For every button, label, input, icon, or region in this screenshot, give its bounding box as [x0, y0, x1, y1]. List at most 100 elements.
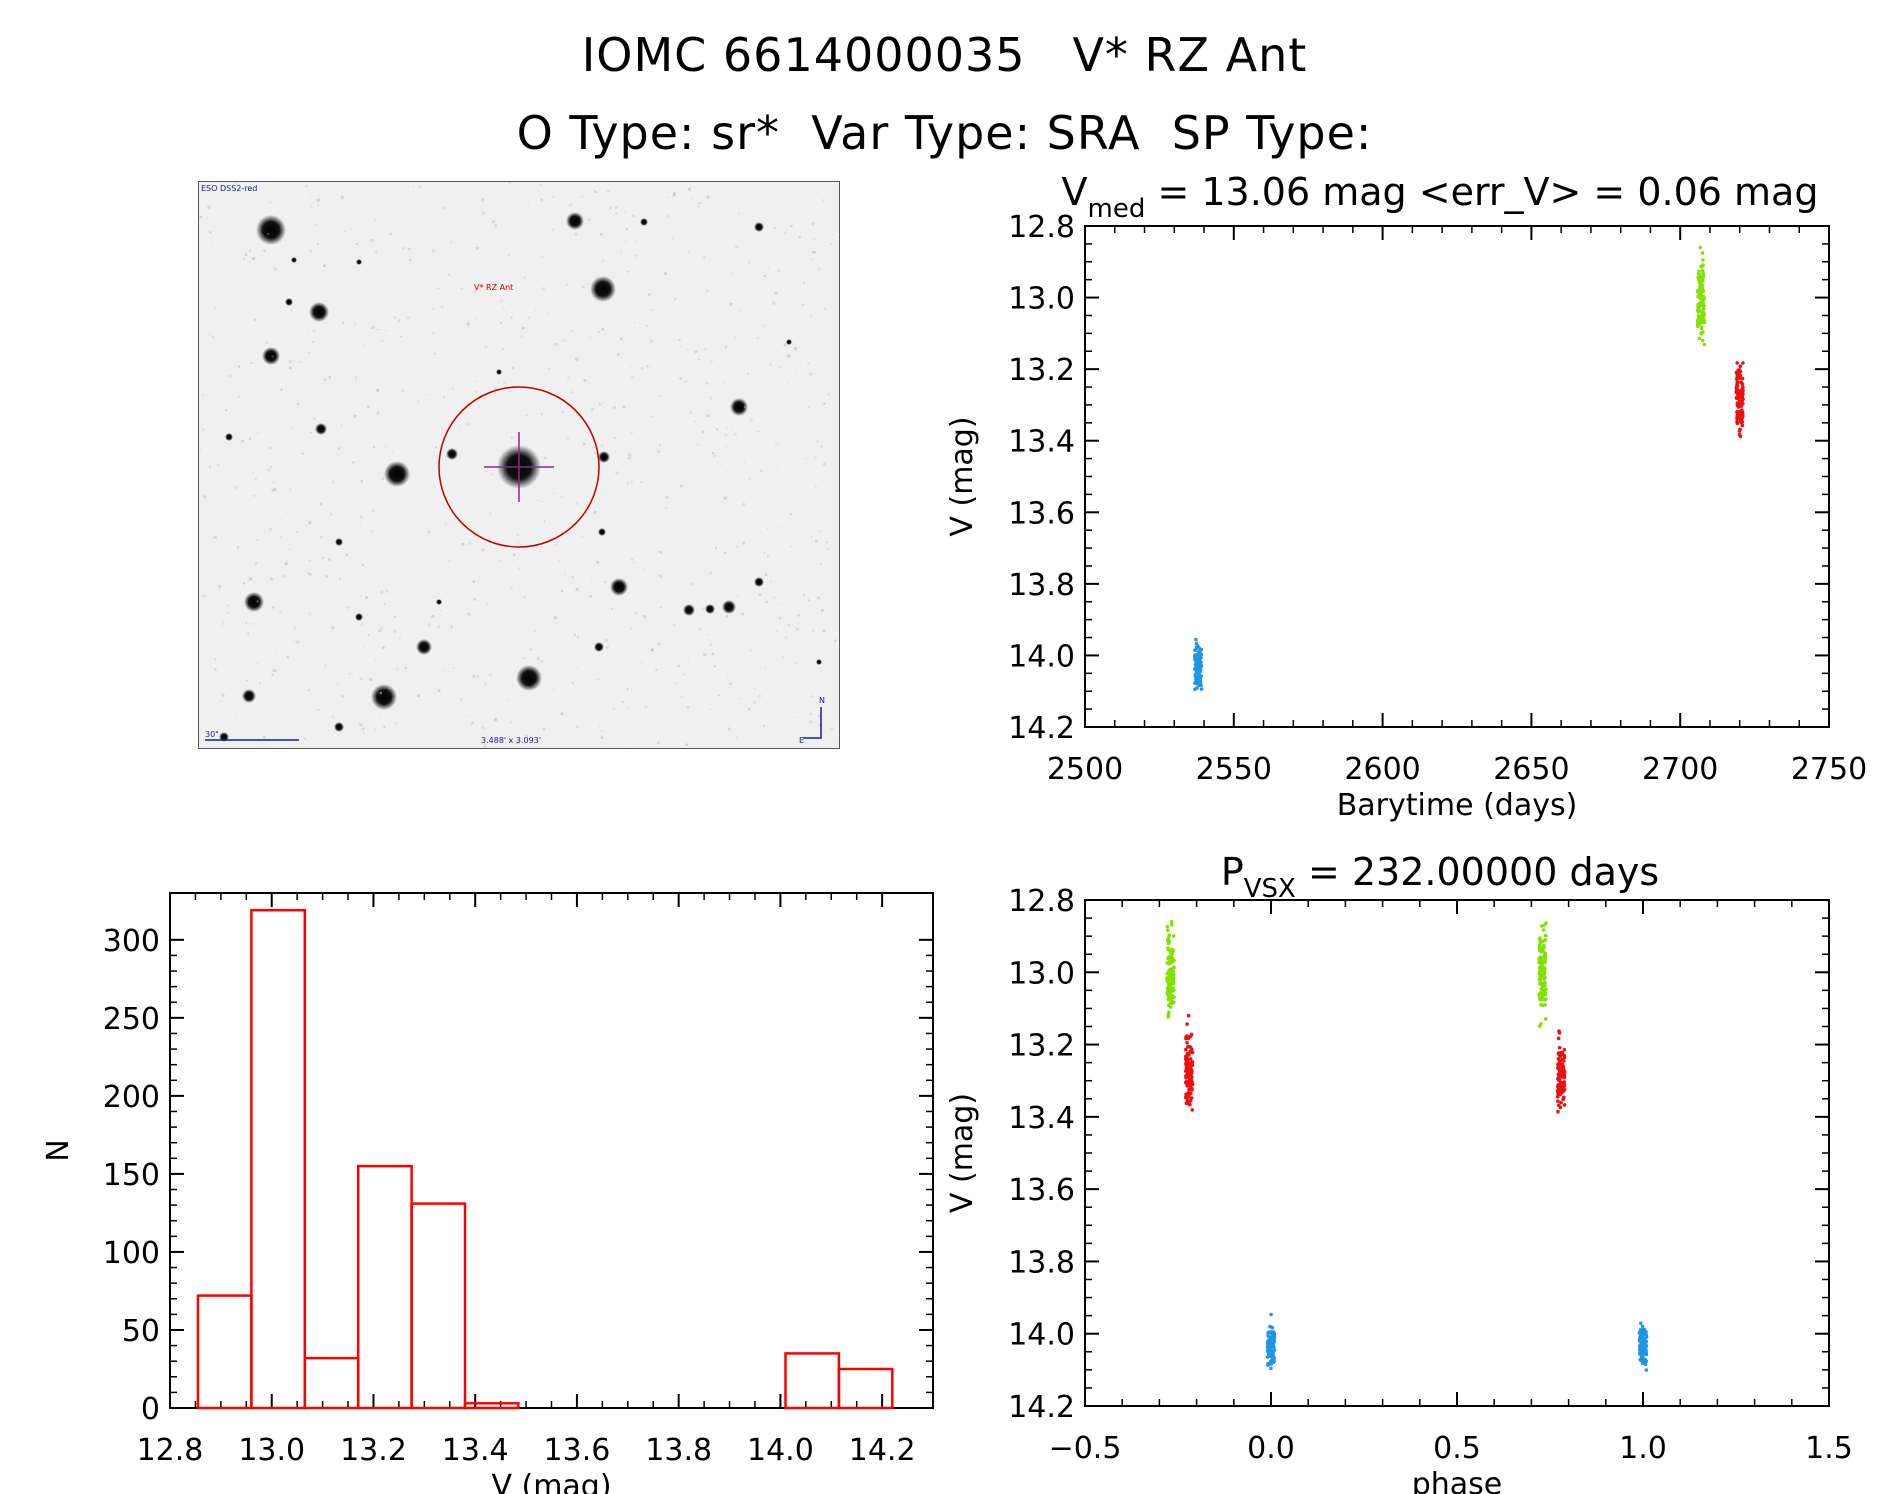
noise-speck: [589, 336, 592, 339]
noise-speck: [624, 211, 626, 213]
noise-speck: [360, 622, 364, 626]
y-tick-label: 150: [103, 1158, 160, 1193]
x-axis-label: phase: [1412, 1467, 1503, 1494]
noise-speck: [830, 243, 832, 245]
noise-speck: [734, 432, 737, 436]
noise-speck: [709, 643, 712, 646]
x-tick-label: 2700: [1642, 752, 1718, 787]
chart-title-subscript: VSX: [1244, 874, 1296, 904]
data-point-group: [1193, 637, 1204, 692]
noise-speck: [214, 658, 217, 661]
noise-speck: [382, 329, 384, 331]
noise-speck: [804, 457, 807, 460]
data-point: [1167, 940, 1172, 944]
data-point: [1697, 304, 1702, 308]
noise-speck: [427, 623, 432, 627]
data-point: [1265, 1340, 1270, 1344]
noise-speck: [819, 562, 822, 565]
noise-speck: [303, 737, 306, 740]
noise-speck: [708, 571, 713, 575]
noise-speck: [309, 205, 312, 208]
data-point: [1183, 1057, 1188, 1061]
data-point: [1538, 982, 1542, 986]
noise-speck: [723, 551, 727, 555]
noise-speck: [607, 189, 610, 193]
noise-speck: [511, 366, 514, 370]
noise-speck: [510, 436, 514, 439]
noise-speck: [468, 541, 472, 545]
noise-speck: [677, 664, 680, 668]
y-tick-label: 13.2: [1008, 1029, 1075, 1064]
noise-speck: [442, 395, 445, 399]
noise-speck: [226, 604, 230, 608]
noise-speck: [739, 309, 742, 312]
noise-speck: [275, 653, 277, 656]
noise-speck: [696, 443, 700, 446]
data-point: [1540, 995, 1545, 999]
plot-frame: [1084, 225, 1830, 728]
noise-speck: [713, 454, 716, 458]
noise-speck: [467, 612, 471, 616]
noise-speck: [604, 638, 608, 642]
noise-speck: [586, 217, 591, 222]
noise-speck: [228, 374, 232, 378]
noise-speck: [645, 324, 648, 327]
noise-speck: [315, 223, 318, 226]
noise-speck: [789, 513, 793, 516]
data-point: [1186, 1045, 1190, 1049]
noise-speck: [418, 185, 421, 188]
noise-speck: [625, 240, 627, 243]
data-point: [1561, 1074, 1565, 1078]
noise-speck: [201, 394, 204, 397]
histogram-bars: [196, 908, 894, 1410]
data-point: [1184, 1066, 1189, 1070]
noise-speck: [728, 724, 730, 726]
noise-speck: [747, 261, 751, 264]
noise-speck: [630, 366, 633, 369]
data-point: [1166, 936, 1171, 941]
noise-speck: [383, 725, 386, 729]
noise-speck: [199, 449, 202, 452]
noise-speck: [486, 602, 489, 606]
noise-speck: [634, 322, 636, 324]
noise-speck: [406, 315, 410, 320]
data-point: [1167, 962, 1172, 966]
noise-speck: [614, 206, 618, 210]
data-point: [1737, 391, 1741, 395]
noise-speck: [510, 316, 513, 319]
noise-speck: [807, 406, 810, 409]
noise-speck: [790, 224, 793, 228]
data-point: [1557, 1074, 1561, 1079]
noise-speck: [290, 426, 293, 429]
data-point: [1193, 648, 1197, 652]
noise-speck: [815, 540, 818, 543]
data-point: [1637, 1330, 1642, 1335]
noise-speck: [249, 577, 253, 581]
noise-speck: [649, 366, 652, 368]
noise-speck: [319, 502, 323, 506]
noise-speck: [394, 615, 397, 619]
data-point: [1697, 295, 1702, 299]
noise-speck: [263, 249, 267, 253]
data-point: [1184, 1036, 1188, 1041]
noise-speck: [374, 659, 377, 662]
noise-speck: [385, 445, 387, 448]
noise-speck: [388, 687, 391, 690]
noise-speck: [442, 669, 445, 671]
noise-speck: [307, 329, 309, 331]
noise-speck: [256, 662, 259, 665]
data-point: [1199, 683, 1203, 687]
data-point: [1558, 1105, 1563, 1110]
data-point: [1197, 677, 1201, 681]
noise-speck: [539, 183, 543, 187]
noise-speck: [567, 532, 569, 534]
noise-speck: [453, 667, 455, 669]
data-point: [1165, 924, 1170, 929]
noise-speck: [296, 640, 300, 644]
noise-speck: [407, 474, 411, 478]
noise-speck: [795, 662, 798, 665]
noise-speck: [508, 182, 512, 185]
noise-speck: [301, 452, 305, 455]
noise-speck: [810, 536, 813, 538]
noise-speck: [709, 708, 712, 711]
